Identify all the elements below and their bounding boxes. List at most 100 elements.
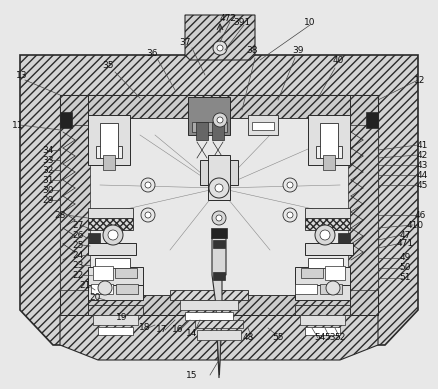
Polygon shape xyxy=(20,55,418,345)
Polygon shape xyxy=(185,15,255,60)
Text: 22: 22 xyxy=(72,270,84,280)
Bar xyxy=(188,97,230,135)
Bar xyxy=(348,125,378,290)
Bar xyxy=(252,122,274,130)
Bar xyxy=(91,284,113,294)
Text: 35: 35 xyxy=(102,61,114,70)
Text: 39: 39 xyxy=(292,46,304,54)
Text: 33: 33 xyxy=(42,156,54,165)
Polygon shape xyxy=(212,238,226,378)
Text: 471: 471 xyxy=(396,238,413,247)
Bar xyxy=(88,233,100,243)
Text: 36: 36 xyxy=(146,49,158,58)
Bar xyxy=(295,267,350,285)
Bar xyxy=(195,320,243,328)
Text: 54: 54 xyxy=(314,333,326,342)
Circle shape xyxy=(283,178,297,192)
Text: 50: 50 xyxy=(399,263,411,273)
Circle shape xyxy=(145,212,151,218)
Text: 410: 410 xyxy=(406,221,424,230)
Text: 472: 472 xyxy=(219,14,237,23)
Bar xyxy=(308,258,343,268)
Bar xyxy=(93,266,113,280)
Bar xyxy=(115,268,137,278)
Circle shape xyxy=(213,113,227,127)
Circle shape xyxy=(320,230,330,240)
Text: 11: 11 xyxy=(12,121,24,130)
Circle shape xyxy=(98,281,112,295)
Text: 42: 42 xyxy=(417,151,427,159)
Polygon shape xyxy=(350,95,378,315)
Bar xyxy=(320,123,338,158)
Polygon shape xyxy=(217,335,221,375)
Text: 19: 19 xyxy=(116,314,128,322)
Bar xyxy=(196,122,208,140)
Bar xyxy=(60,125,90,290)
Bar xyxy=(248,115,278,135)
Bar xyxy=(96,146,122,158)
Circle shape xyxy=(287,182,293,188)
Circle shape xyxy=(217,117,223,123)
Bar xyxy=(88,285,143,300)
Text: 46: 46 xyxy=(414,210,426,219)
Circle shape xyxy=(283,208,297,222)
Text: 17: 17 xyxy=(156,326,168,335)
Text: 30: 30 xyxy=(42,186,54,194)
Text: 41: 41 xyxy=(416,140,427,149)
Text: 29: 29 xyxy=(42,196,54,205)
Text: 23: 23 xyxy=(72,261,84,270)
Polygon shape xyxy=(60,95,378,118)
Bar xyxy=(301,268,323,278)
Bar xyxy=(305,218,350,230)
Bar xyxy=(88,243,136,255)
Polygon shape xyxy=(60,95,378,315)
Bar xyxy=(208,155,230,200)
Bar xyxy=(300,315,345,325)
Bar xyxy=(88,305,143,315)
Text: 10: 10 xyxy=(304,18,316,26)
Bar xyxy=(116,284,138,294)
Bar xyxy=(170,290,248,300)
Bar xyxy=(213,272,225,280)
Polygon shape xyxy=(60,315,378,360)
Text: 13: 13 xyxy=(16,70,28,79)
Bar xyxy=(88,267,143,285)
Circle shape xyxy=(212,211,226,225)
Circle shape xyxy=(103,225,123,245)
Bar xyxy=(295,305,350,315)
Bar xyxy=(88,208,133,218)
Bar xyxy=(185,312,233,320)
Bar xyxy=(180,300,238,310)
Text: 18: 18 xyxy=(139,324,151,333)
Bar xyxy=(212,122,224,140)
Text: 43: 43 xyxy=(416,161,427,170)
Text: 53: 53 xyxy=(324,333,336,342)
Text: 52: 52 xyxy=(334,333,346,342)
Bar xyxy=(213,240,225,248)
Bar xyxy=(305,208,350,218)
Circle shape xyxy=(141,208,155,222)
Text: 45: 45 xyxy=(416,180,427,189)
Bar xyxy=(100,123,118,158)
Bar xyxy=(323,155,335,170)
Circle shape xyxy=(108,230,118,240)
Bar xyxy=(305,243,353,255)
Circle shape xyxy=(209,178,229,198)
Bar xyxy=(88,218,133,230)
Text: 49: 49 xyxy=(399,254,411,263)
Text: 37: 37 xyxy=(179,37,191,47)
Polygon shape xyxy=(60,295,378,315)
Text: 44: 44 xyxy=(417,170,427,179)
Bar xyxy=(192,122,227,132)
Bar xyxy=(338,233,350,243)
Bar xyxy=(305,327,340,335)
Bar xyxy=(60,112,72,128)
Bar xyxy=(95,258,130,268)
Bar xyxy=(103,155,115,170)
Circle shape xyxy=(287,212,293,218)
Circle shape xyxy=(145,182,151,188)
Text: 55: 55 xyxy=(272,333,284,342)
Circle shape xyxy=(217,45,223,51)
Text: 14: 14 xyxy=(186,328,198,338)
Bar xyxy=(211,228,227,238)
